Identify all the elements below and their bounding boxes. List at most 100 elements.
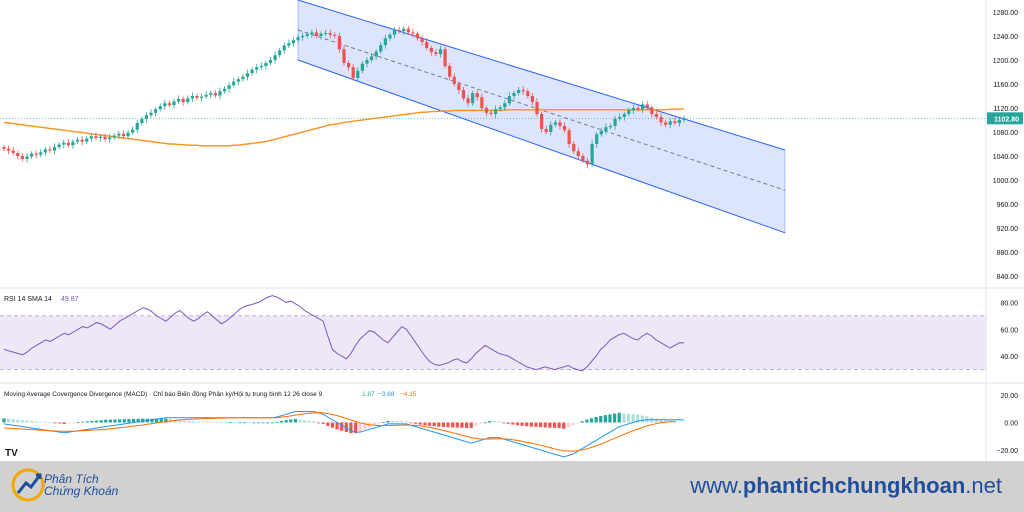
candle-body — [190, 96, 194, 99]
candle-body — [48, 149, 52, 151]
candle-body — [222, 88, 227, 92]
macd-histogram-bar — [196, 421, 200, 423]
candle-body — [158, 106, 162, 110]
macd-histogram-bar — [497, 421, 501, 423]
candle-body — [618, 117, 622, 119]
rsi-pane[interactable]: 80.00 60.00 40.00 RSI 14 SMA 14 49.87 — [0, 295, 1024, 384]
macd-histogram-bar — [353, 422, 358, 434]
macd-histogram-bar — [437, 422, 441, 427]
candle-body — [287, 43, 291, 46]
macd-histogram-bar — [464, 422, 469, 428]
candle-body — [576, 151, 580, 156]
candle-body — [121, 133, 126, 137]
candle-body — [227, 85, 231, 89]
candle-body — [255, 67, 259, 70]
candle-body — [365, 60, 369, 64]
candle-body — [494, 109, 498, 114]
price-pane[interactable]: 1280.00 1240.00 1200.00 1160.00 1120.00 1080.… — [0, 0, 1024, 461]
macd-histogram-bar — [122, 419, 126, 423]
candle-body — [80, 139, 84, 142]
macd-axis-tick: 0.00 — [1004, 421, 1018, 428]
candle-body — [204, 94, 208, 97]
candle-body — [535, 102, 539, 114]
macd-signal-line — [3, 412, 675, 452]
macd-histogram-bar — [340, 422, 344, 431]
macd-histogram-bar — [229, 422, 233, 424]
candle-body — [66, 142, 70, 146]
chart-canvas[interactable]: 1280.00 1240.00 1200.00 1160.00 1120.00 1080.… — [0, 0, 1024, 461]
candle-body — [402, 28, 406, 32]
candle-body — [622, 114, 626, 117]
price-axis-tick: 1240.00 — [993, 34, 1018, 41]
macd-histogram-bar — [349, 422, 353, 434]
candle-body — [595, 134, 599, 144]
candle-body — [245, 73, 250, 77]
candle-body — [379, 45, 383, 52]
macd-histogram-bar — [608, 414, 612, 423]
rsi-axis-tick: 80.00 — [1000, 300, 1018, 307]
candle-body — [507, 96, 512, 104]
macd-histogram-bar — [534, 422, 538, 427]
brand-line-1: Phân Tích — [44, 472, 99, 486]
website-url[interactable]: www.phantichchungkhoan.net — [690, 473, 1002, 499]
macd-histogram-bar — [654, 418, 658, 423]
candle-body — [448, 66, 452, 77]
macd-histogram-bar — [515, 422, 520, 426]
macd-histogram-bar — [76, 422, 80, 424]
macd-histogram-bar — [11, 419, 15, 423]
candle-body — [452, 76, 456, 84]
candle-body — [590, 144, 594, 165]
candle-body — [516, 90, 521, 93]
candle-body — [2, 147, 6, 149]
candle-body — [466, 98, 470, 104]
candle-body — [438, 49, 443, 54]
candle-body — [305, 34, 309, 36]
brand-line-2: Chứng Khoán — [44, 484, 119, 498]
macd-histogram-bar — [501, 422, 506, 424]
candle-body — [475, 93, 479, 98]
candle-body — [388, 34, 392, 39]
macd-histogram-bar — [626, 413, 631, 423]
macd-histogram-bar — [303, 420, 307, 423]
macd-histogram-bar — [326, 422, 330, 426]
candle-body — [351, 67, 355, 78]
macd-histogram-bar — [210, 421, 214, 423]
rsi-axis-tick: 40.00 — [1000, 354, 1018, 361]
candle-body — [549, 124, 553, 132]
macd-histogram-bar — [562, 422, 566, 429]
candle-body — [108, 137, 112, 140]
candle-body — [539, 114, 544, 129]
price-axis-tick: 1160.00 — [993, 82, 1018, 89]
candle-body — [429, 48, 433, 53]
macd-histogram-bar — [423, 422, 427, 426]
macd-histogram-bar — [659, 419, 663, 423]
candle-body — [604, 127, 608, 131]
candle-body — [296, 37, 300, 41]
macd-histogram-bar — [446, 422, 450, 428]
macd-histogram-bar — [330, 422, 335, 428]
macd-histogram-bar — [390, 420, 395, 423]
url-prefix: www. — [690, 473, 743, 498]
url-suffix: .net — [965, 473, 1002, 498]
macd-histogram-bar — [414, 422, 418, 424]
macd-histogram-bar — [585, 419, 589, 423]
candle-body — [6, 148, 11, 151]
candle-body — [39, 152, 43, 155]
macd-histogram-bar — [224, 422, 228, 424]
macd-histogram-bar — [525, 422, 529, 427]
macd-pane[interactable]: 20.00 0.00 −20.00 Moving Average Covergence… — [2, 389, 1018, 458]
candle-body — [461, 90, 466, 99]
candle-body — [259, 66, 263, 68]
macd-histogram-bar — [118, 419, 122, 423]
candle-body — [383, 38, 387, 45]
price-axis-tick: 1120.00 — [993, 106, 1018, 113]
candle-body — [199, 96, 204, 98]
macd-histogram-bar — [636, 414, 640, 423]
url-domain: phantichchungkhoan — [742, 473, 966, 498]
macd-histogram-bar — [242, 422, 247, 424]
price-axis-tick: 1280.00 — [993, 10, 1018, 17]
candle-body — [558, 122, 562, 126]
macd-histogram-bar — [261, 422, 265, 424]
macd-histogram-bar — [20, 420, 25, 423]
macd-histogram-bar — [418, 422, 422, 425]
